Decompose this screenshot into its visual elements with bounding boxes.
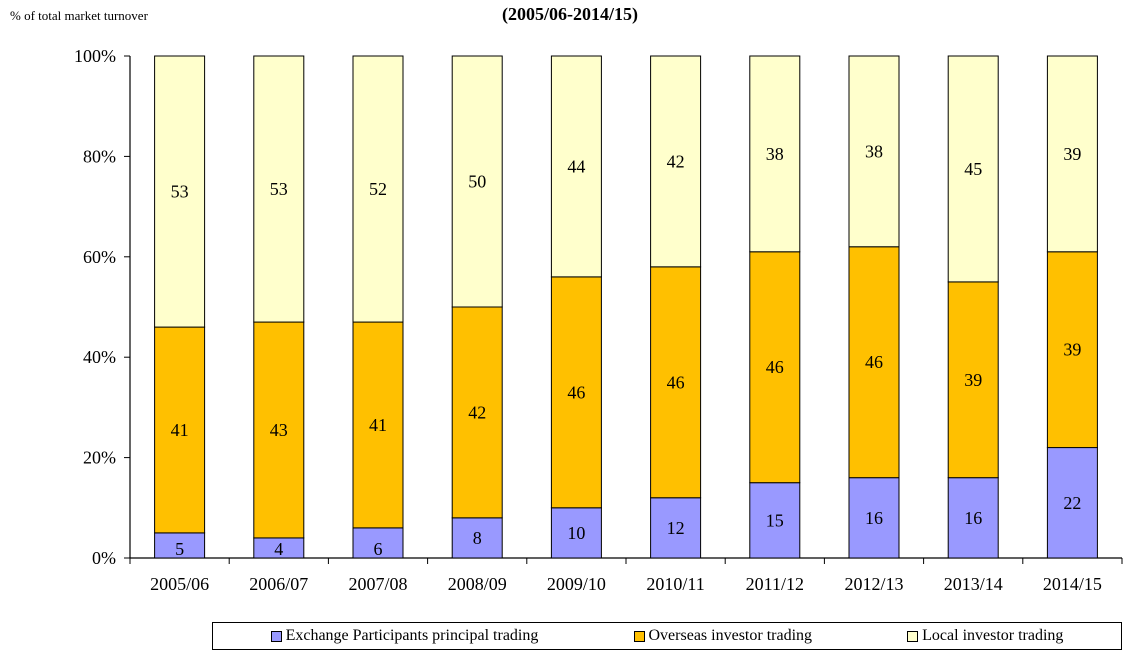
bar-segment	[749, 251, 801, 484]
bar-segment	[451, 517, 503, 559]
legend: Exchange Participants principal trading O…	[212, 622, 1122, 650]
bar-segment	[154, 55, 206, 328]
y-tick-label: 0%	[92, 548, 116, 568]
legend-swatch	[270, 630, 282, 642]
x-tick-label: 2012/13	[844, 574, 903, 594]
data-label: 45	[964, 159, 982, 179]
x-tick-label: 2011/12	[746, 574, 804, 594]
legend-item: Local investor trading	[907, 627, 1063, 645]
data-label: 5	[175, 539, 184, 559]
legend-item: Exchange Participants principal trading	[270, 627, 539, 645]
data-label: 6	[374, 539, 383, 559]
bar-segment	[650, 266, 702, 499]
x-tick-label: 2013/14	[944, 574, 1003, 594]
bar-segment	[947, 477, 999, 559]
bar-segment	[352, 527, 404, 559]
bar-segment	[451, 55, 503, 308]
data-label: 46	[667, 372, 685, 392]
x-tick-label: 2007/08	[348, 574, 407, 594]
data-label: 16	[964, 508, 982, 528]
chart-subtitle: (2005/06-2014/15)	[502, 4, 638, 24]
data-label: 46	[567, 382, 585, 402]
data-label: 10	[567, 523, 585, 543]
x-tick-label: 2008/09	[448, 574, 507, 594]
legend-item: Overseas investor trading	[633, 627, 813, 645]
data-label: 46	[766, 357, 784, 377]
x-tick-label: 2005/06	[150, 574, 209, 594]
bar-segment	[650, 55, 702, 268]
bar-segment	[749, 55, 801, 253]
y-tick-label: 40%	[83, 347, 116, 367]
data-label: 46	[865, 352, 883, 372]
data-label: 39	[964, 370, 982, 390]
bar-segment	[947, 55, 999, 283]
data-label: 52	[369, 179, 387, 199]
data-label: 53	[270, 179, 288, 199]
legend-label: Overseas investor trading	[648, 627, 813, 644]
y-tick-label: 20%	[83, 448, 116, 468]
bar-segment	[550, 276, 602, 509]
y-tick-label: 60%	[83, 247, 116, 267]
plot-area: 0% 20% 40% 60% 80% 100% 5 41 53 2005/06 4 43 53 2006/…	[74, 46, 1123, 594]
bar-segment	[848, 55, 900, 248]
data-label: 4	[274, 539, 283, 559]
data-label: 39	[1063, 340, 1081, 360]
data-label: 12	[667, 518, 685, 538]
data-label: 8	[473, 528, 482, 548]
bar-segment	[352, 55, 404, 323]
x-tick-label: 2014/15	[1043, 574, 1102, 594]
data-label: 41	[369, 415, 387, 435]
data-label: 15	[766, 510, 784, 530]
bar-segment	[550, 55, 602, 278]
y-tick-label: 100%	[74, 46, 116, 66]
y-unit-label: % of total market turnover	[10, 8, 148, 23]
data-label: 41	[171, 420, 189, 440]
bar-segment	[1046, 55, 1098, 253]
data-label: 43	[270, 420, 288, 440]
bar-segment	[848, 477, 900, 559]
x-tick-label: 2009/10	[547, 574, 606, 594]
data-label: 42	[468, 402, 486, 422]
bar-segment	[352, 321, 404, 529]
x-tick-label: 2010/11	[646, 574, 704, 594]
data-label: 50	[468, 172, 486, 192]
data-label: 42	[667, 151, 685, 171]
y-tick-label: 80%	[83, 146, 116, 166]
legend-swatch	[907, 630, 919, 642]
bar-segment	[253, 55, 305, 323]
data-label: 38	[766, 144, 784, 164]
bar-segment	[650, 497, 702, 559]
data-label: 53	[171, 182, 189, 202]
data-label: 38	[865, 141, 883, 161]
data-label: 39	[1063, 144, 1081, 164]
bar-segment	[253, 321, 305, 539]
legend-label: Exchange Participants principal trading	[285, 627, 539, 644]
legend-label: Local investor trading	[922, 627, 1064, 644]
bar-segment	[947, 281, 999, 479]
data-label: 16	[865, 508, 883, 528]
data-label: 22	[1063, 493, 1081, 513]
data-label: 44	[567, 156, 585, 176]
legend-swatch	[633, 630, 645, 642]
bar-segment	[1046, 447, 1098, 559]
bar-segment	[848, 246, 900, 479]
x-tick-label: 2006/07	[249, 574, 308, 594]
